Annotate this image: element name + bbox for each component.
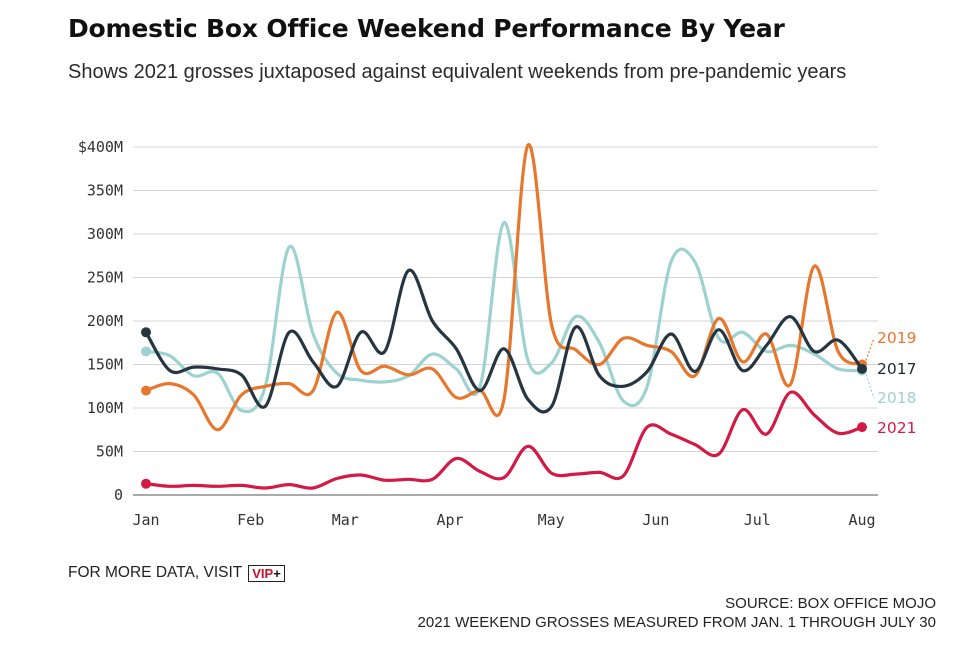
series-line-2017 <box>144 268 864 414</box>
start-marker-2017 <box>141 327 151 338</box>
source-note: SOURCE: BOX OFFICE MOJO 2021 WEEKEND GRO… <box>418 594 936 632</box>
x-axis: Jan Feb Mar Apr May Jun Jul Aug <box>132 511 875 529</box>
source-line: SOURCE: BOX OFFICE MOJO <box>725 595 936 612</box>
label-leader-2019 <box>865 337 875 361</box>
more-data-note: FOR MORE DATA, VISIT VIP+ <box>68 564 285 582</box>
y-tick-label: 100M <box>87 399 123 417</box>
x-tick-label: Jun <box>642 511 669 529</box>
label-leader-2018 <box>865 374 875 399</box>
y-tick-label: 150M <box>87 356 123 374</box>
vip-label: VIP <box>252 565 274 581</box>
x-tick-label: May <box>538 511 565 529</box>
gridlines <box>133 146 878 496</box>
x-tick-label: Aug <box>848 511 875 529</box>
end-marker-2021 <box>857 422 867 433</box>
series-line-2021 <box>144 390 864 490</box>
series-line-2018 <box>144 221 864 414</box>
series-2017 <box>141 268 867 414</box>
more-data-label: FOR MORE DATA, VISIT <box>68 564 243 581</box>
start-marker-2021 <box>141 478 151 489</box>
series-line-2019 <box>144 143 864 432</box>
y-tick-label: 200M <box>87 312 123 330</box>
x-tick-label: Apr <box>436 511 463 529</box>
x-tick-label: Jan <box>132 511 159 529</box>
y-axis: 0 50M 100M 150M 200M 250M 300M 350M $400M <box>78 138 123 504</box>
y-tick-label: 250M <box>87 269 123 287</box>
series-2021 <box>141 390 867 490</box>
y-tick-label: 50M <box>96 443 123 461</box>
y-tick-label: 0 <box>114 486 123 504</box>
start-marker-2018 <box>141 346 151 357</box>
end-marker-2017 <box>857 363 867 374</box>
series-label-2021: 2021 <box>877 419 916 437</box>
chart-title: Domestic Box Office Weekend Performance … <box>68 14 785 43</box>
x-tick-label: Jul <box>744 511 771 529</box>
vip-plus-link[interactable]: VIP+ <box>248 564 285 582</box>
x-tick-label: Feb <box>237 511 264 529</box>
vip-plus-sign: + <box>273 565 281 581</box>
series-label-2017: 2017 <box>877 360 916 378</box>
series-label-2019: 2019 <box>877 329 916 347</box>
series-2018 <box>141 221 867 414</box>
y-tick-label: 350M <box>87 182 123 200</box>
series-lines <box>141 143 867 490</box>
measurement-note: 2021 WEEKEND GROSSES MEASURED FROM JAN. … <box>417 614 936 631</box>
y-tick-label: 300M <box>87 225 123 243</box>
chart-subtitle: Shows 2021 grosses juxtaposed against eq… <box>68 61 847 83</box>
series-end-labels: 2018 2019 2017 2021 <box>865 329 916 437</box>
series-label-2018: 2018 <box>877 389 916 407</box>
x-tick-label: Mar <box>332 511 359 529</box>
y-tick-label: $400M <box>78 138 123 156</box>
start-marker-2019 <box>141 385 151 396</box>
